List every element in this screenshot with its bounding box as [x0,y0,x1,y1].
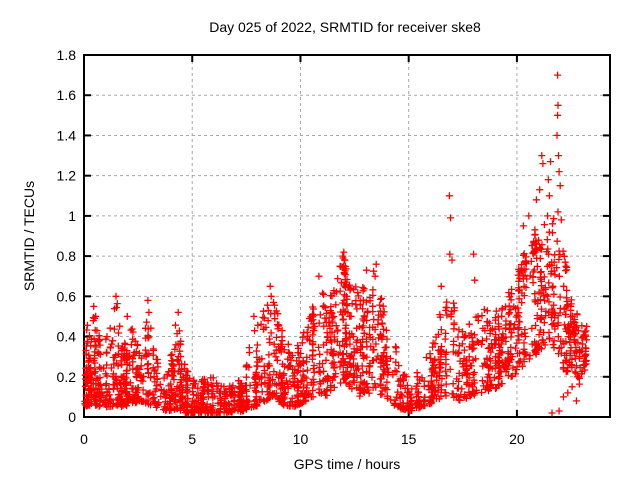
y-tick-label: 1.4 [57,127,77,143]
y-tick-label: 0.2 [57,369,77,385]
y-tick-label: 0 [68,409,76,425]
y-tick-label: 1.8 [57,47,77,63]
plot-border [83,54,611,418]
x-tick-label: 15 [401,431,417,447]
x-axis-label: GPS time / hours [294,456,401,472]
scatter-points-layer [81,71,591,417]
x-tick-label: 20 [509,431,525,447]
axis-tick-labels: 0 5 10 15 20 0 0.2 0.4 0.6 0.8 1 1.2 1.4 1.6 1.8 [57,47,525,447]
x-tick-label: 0 [80,431,88,447]
x-tick-label: 5 [188,431,196,447]
y-tick-label: 1.6 [57,87,77,103]
y-axis-label: SRMTID / TECUs [21,181,37,291]
y-tick-label: 1.2 [57,168,77,184]
scatter-points [81,71,591,417]
y-tick-label: 0.4 [57,329,77,345]
chart-title: Day 025 of 2022, SRMTID for receiver ske… [209,19,481,35]
y-tick-label: 1 [68,208,76,224]
x-tick-label: 10 [293,431,309,447]
y-tick-label: 0.6 [57,288,77,304]
y-tick-label: 0.8 [57,248,77,264]
